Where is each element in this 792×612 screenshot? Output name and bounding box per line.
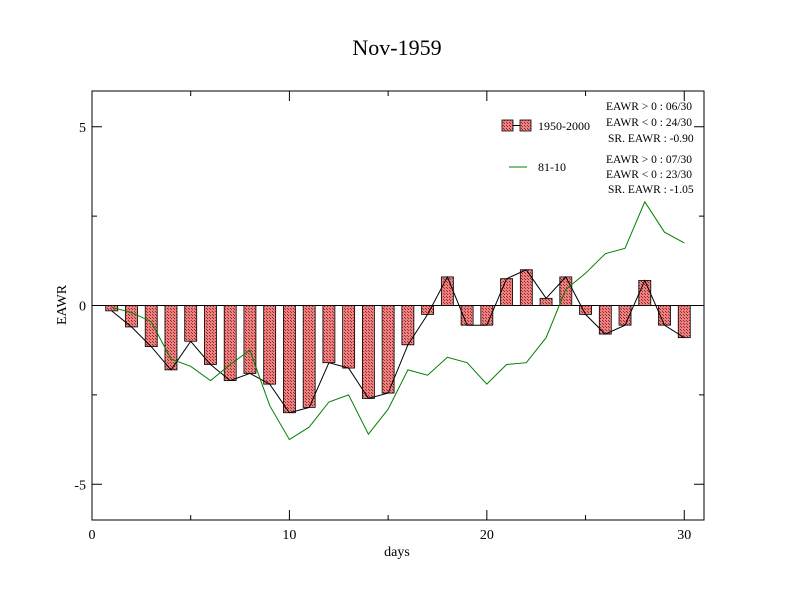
chart-title: Nov-1959 bbox=[352, 35, 441, 60]
legend-swatch-bar bbox=[501, 119, 514, 132]
bar-series-group bbox=[105, 269, 691, 414]
stats-line: EAWR < 0 : 23/30 bbox=[606, 169, 692, 181]
bar bbox=[361, 305, 375, 399]
x-tick-label: 10 bbox=[282, 528, 296, 543]
bar bbox=[184, 305, 198, 342]
x-axis-label: days bbox=[384, 545, 410, 560]
legend-label-2: 81-10 bbox=[538, 160, 566, 174]
y-axis-label: EAWR bbox=[55, 284, 70, 325]
bar bbox=[283, 305, 296, 414]
y-tick-label: 0 bbox=[79, 300, 86, 315]
stats-line: EAWR > 0 : 07/30 bbox=[606, 154, 692, 166]
stats-line: EAWR > 0 : 06/30 bbox=[606, 101, 692, 113]
bar bbox=[677, 305, 691, 339]
legend-entry-2: 81-10 bbox=[509, 160, 566, 174]
legend: 1950-2000 81-10 bbox=[501, 119, 590, 174]
bar bbox=[263, 305, 277, 385]
legend-label-1: 1950-2000 bbox=[538, 119, 590, 133]
line-series-group bbox=[111, 200, 685, 441]
bar bbox=[144, 305, 158, 348]
stats-line: EAWR < 0 : 24/30 bbox=[606, 117, 692, 129]
x-tick-label: 30 bbox=[677, 528, 691, 543]
x-tick-label: 20 bbox=[480, 528, 494, 543]
axis-ticks-group: 0 10 20 30 5 0 -5 bbox=[74, 91, 704, 543]
stats-annotation-2: EAWR > 0 : 07/30 EAWR < 0 : 23/30 SR. EA… bbox=[606, 154, 694, 196]
series-81-10-line bbox=[111, 200, 685, 441]
stats-line: SR. EAWR : -0.90 bbox=[608, 133, 694, 145]
legend-entry-1: 1950-2000 bbox=[501, 119, 590, 133]
bar bbox=[500, 278, 513, 306]
bar bbox=[223, 305, 237, 381]
bar bbox=[440, 276, 454, 306]
bar bbox=[342, 305, 356, 369]
stats-line: SR. EAWR : -1.05 bbox=[608, 184, 694, 196]
bar bbox=[638, 280, 652, 306]
y-tick-label: 5 bbox=[79, 121, 86, 136]
y-tick-label: -5 bbox=[74, 478, 86, 493]
bar bbox=[204, 305, 217, 365]
bar bbox=[539, 297, 553, 306]
bar bbox=[302, 305, 316, 408]
bar bbox=[381, 305, 395, 394]
x-tick-label: 0 bbox=[89, 528, 96, 543]
series-1950-2000-line bbox=[111, 269, 685, 414]
bar bbox=[322, 305, 336, 364]
stats-annotation-1: EAWR > 0 : 06/30 EAWR < 0 : 24/30 SR. EA… bbox=[606, 101, 694, 145]
legend-swatch-bar bbox=[519, 119, 532, 132]
